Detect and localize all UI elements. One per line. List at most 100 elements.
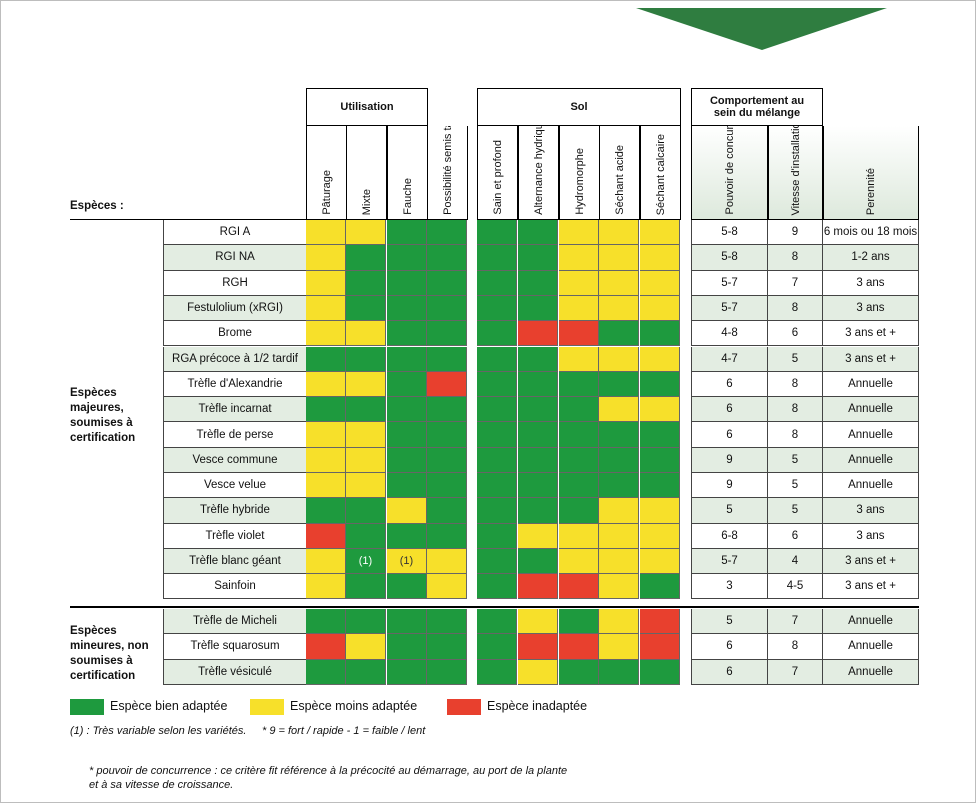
rating-cell: [640, 346, 680, 372]
species-name: RGI NA: [163, 245, 306, 271]
rating-cell: [518, 498, 558, 524]
vitesse-value: 8: [768, 397, 823, 423]
rating-cell: [559, 371, 599, 398]
legend-swatch: [250, 699, 284, 715]
rating-cell: [559, 574, 599, 600]
rating-cell: [640, 321, 680, 347]
comportement-header: Comportement au sein du mélange: [691, 88, 823, 126]
rating-cell: [387, 574, 427, 600]
perennite-value: Annuelle: [823, 447, 919, 473]
rating-cell: [599, 574, 639, 600]
vitesse-value: 8: [768, 422, 823, 448]
rating-cell: [346, 498, 386, 524]
col-header-sol-2: Hydromorphe: [559, 126, 600, 220]
rating-cell: [306, 498, 346, 524]
rating-cell: [427, 397, 467, 423]
perennite-value: Annuelle: [823, 609, 919, 635]
pouvoir-value: 5-8: [691, 245, 768, 271]
rating-cell: [477, 295, 517, 322]
rating-cell: [346, 523, 386, 549]
vitesse-value: 5: [768, 447, 823, 473]
rating-cell: [599, 346, 639, 372]
vitesse-value: 8: [768, 245, 823, 271]
rating-cell: [559, 397, 599, 423]
rating-cell: [518, 659, 558, 685]
rating-cell: [477, 346, 517, 372]
rating-cell: [518, 548, 558, 575]
rating-cell: [518, 634, 558, 660]
rating-cell: [427, 473, 467, 499]
rating-cell: [599, 498, 639, 524]
rating-cell: [477, 498, 517, 524]
rating-cell: [640, 659, 680, 685]
rating-cell: [640, 574, 680, 600]
rating-cell: [477, 422, 517, 448]
rating-cell: [640, 523, 680, 549]
rating-cell: [559, 270, 599, 296]
rating-cell: [427, 346, 467, 372]
rating-cell: [599, 270, 639, 296]
rating-cell: [599, 397, 639, 423]
rating-cell: [427, 548, 467, 575]
footnote-line-2: et à sa vitesse de croissance.: [89, 779, 234, 791]
perennite-value: 6 mois ou 18 mois: [823, 220, 919, 246]
legend-label: Espèce moins adaptée: [290, 699, 418, 713]
rating-cell: [518, 447, 558, 473]
rating-cell: [346, 295, 386, 322]
pouvoir-value: 6-8: [691, 523, 768, 549]
rating-cell: [306, 270, 346, 296]
pouvoir-value: 6: [691, 634, 768, 660]
col-header-label: Séchant calcaire: [654, 133, 667, 215]
pouvoir-value: 9: [691, 473, 768, 499]
rating-cell: [640, 498, 680, 524]
rating-cell: [427, 422, 467, 448]
rating-cell: [477, 634, 517, 660]
rating-cell: [387, 498, 427, 524]
species-name: Trèfle d'Alexandrie: [163, 371, 306, 398]
species-name: Trèfle de perse: [163, 422, 306, 448]
rating-cell: [477, 659, 517, 685]
rating-cell: [640, 422, 680, 448]
rating-cell: [346, 634, 386, 660]
rating-cell: [559, 609, 599, 635]
perennite-value: 3 ans et +: [823, 346, 919, 372]
rating-cell: [387, 397, 427, 423]
rating-cell: [346, 397, 386, 423]
rating-cell: [427, 498, 467, 524]
rating-cell: [559, 548, 599, 575]
rating-cell: [518, 245, 558, 271]
perennite-value: 3 ans et +: [823, 548, 919, 575]
species-name: Vesce velue: [163, 473, 306, 499]
rating-cell: [640, 295, 680, 322]
rating-cell: [387, 346, 427, 372]
rating-cell: [477, 270, 517, 296]
col-header-label: Alternance hydrique: [532, 126, 545, 215]
pouvoir-value: 5-7: [691, 270, 768, 296]
vitesse-value: 8: [768, 371, 823, 398]
vitesse-value: 7: [768, 609, 823, 635]
rating-cell: [346, 245, 386, 271]
rating-cell: [427, 574, 467, 600]
rating-cell: [518, 422, 558, 448]
species-label: Espèces :: [70, 200, 124, 212]
rating-cell: [599, 548, 639, 575]
rating-cell: [306, 548, 346, 575]
rating-cell: [306, 634, 346, 660]
rating-cell: [306, 321, 346, 347]
rating-cell: [306, 220, 346, 246]
rating-cell: [518, 346, 558, 372]
species-name: Trèfle incarnat: [163, 397, 306, 423]
pouvoir-value: 6: [691, 397, 768, 423]
species-name: RGH: [163, 270, 306, 296]
col-header-sol-4: Séchant calcaire: [640, 126, 681, 220]
rating-cell: [346, 422, 386, 448]
vitesse-value: 7: [768, 270, 823, 296]
variety-note: (1) : Très variable selon les variétés.: [70, 725, 247, 737]
rating-cell: [599, 659, 639, 685]
vitesse-value: 5: [768, 473, 823, 499]
perennite-value: Annuelle: [823, 634, 919, 660]
rating-cell: [306, 295, 346, 322]
rating-cell: [477, 371, 517, 398]
species-name: Trèfle violet: [163, 523, 306, 549]
rating-cell: [559, 659, 599, 685]
